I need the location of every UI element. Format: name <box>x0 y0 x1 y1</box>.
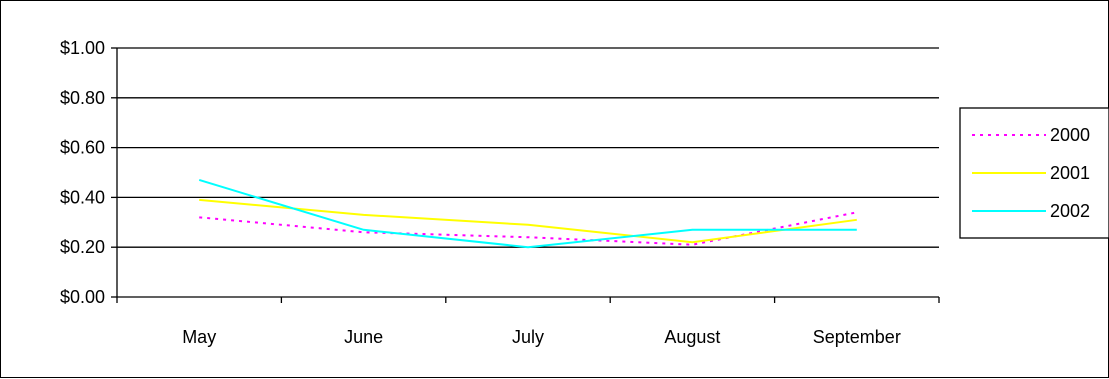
y-tick-label: $0.00 <box>60 287 105 307</box>
x-tick-label: June <box>344 327 383 347</box>
legend-label: 2001 <box>1050 163 1090 183</box>
series-line-2001 <box>199 198 857 244</box>
y-tick-label: $0.60 <box>60 138 105 158</box>
series-lines <box>198 179 857 249</box>
y-tick-label: $0.20 <box>60 237 105 257</box>
y-tick-label: $1.00 <box>60 38 105 58</box>
legend-label: 2000 <box>1050 125 1090 145</box>
gridlines <box>117 47 939 248</box>
series-line-2002 <box>198 179 857 249</box>
x-tick-label: May <box>182 327 216 347</box>
legend: 2000 2001 2002 <box>959 107 1109 239</box>
series-line-2000 <box>199 211 857 246</box>
y-tick-label: $0.80 <box>60 88 105 108</box>
y-tick-label: $0.40 <box>60 187 105 207</box>
x-tick-label: July <box>512 327 544 347</box>
x-tick-label: September <box>813 327 901 347</box>
x-tick-label: August <box>664 327 720 347</box>
axes: $0.00 $0.20 $0.40 $0.60 $0.80 $1.00 May June Jul… <box>60 38 940 347</box>
legend-label: 2002 <box>1050 201 1090 221</box>
